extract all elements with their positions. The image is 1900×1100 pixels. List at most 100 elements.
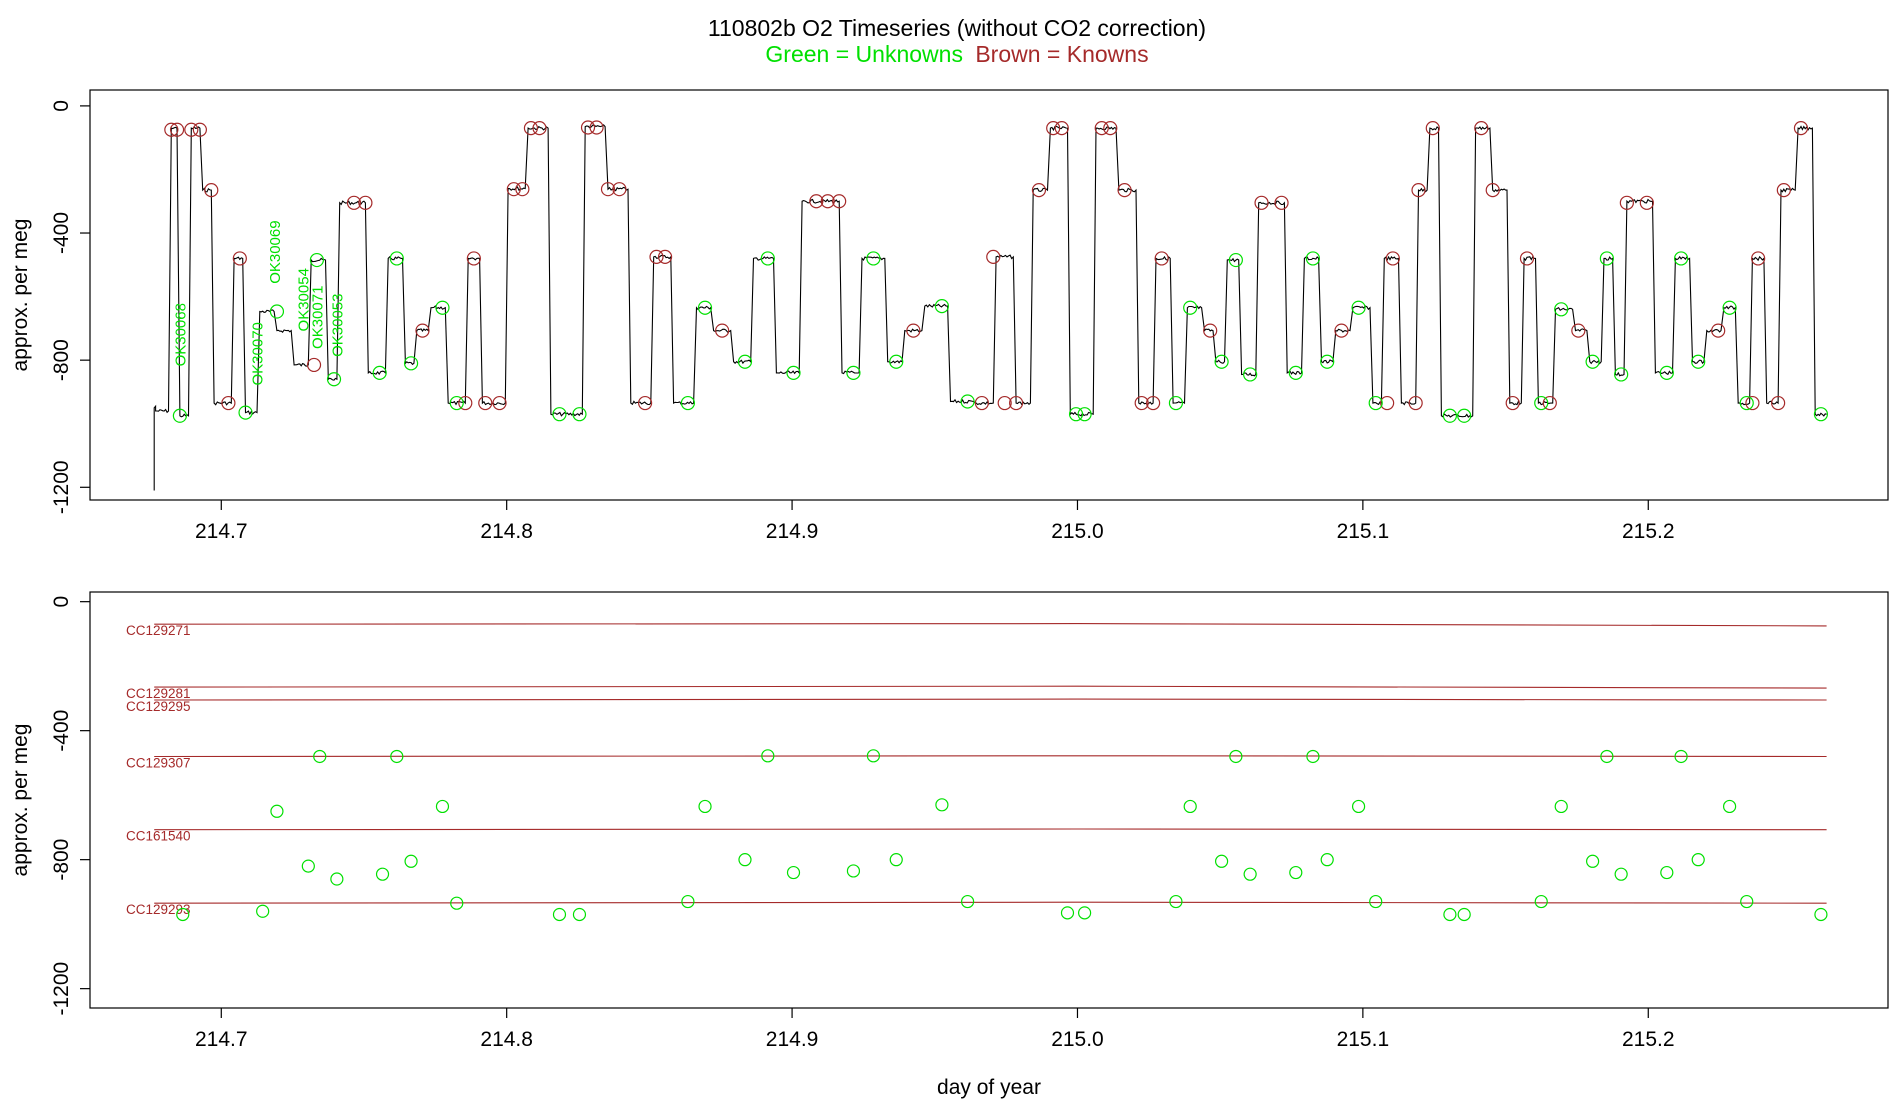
unknown-point	[1214, 354, 1229, 369]
unknown-point	[390, 749, 404, 764]
unknown-point	[1534, 395, 1549, 411]
x-tick-label: 215.1	[1337, 520, 1390, 543]
reference-line	[154, 698, 1827, 701]
known-point	[637, 395, 653, 411]
known-point	[1334, 323, 1349, 338]
known-point	[1639, 195, 1654, 210]
unknown-point	[1078, 906, 1092, 920]
unknown-point	[1722, 300, 1737, 315]
subtitle-knowns: Brown = Knowns	[975, 41, 1148, 67]
unknown-point	[301, 859, 315, 873]
unknown-point	[866, 749, 881, 763]
known-point	[1117, 183, 1132, 198]
unknown-point	[375, 867, 390, 881]
unknown-point	[1368, 395, 1383, 411]
known-point	[506, 182, 521, 197]
known-point	[192, 122, 207, 137]
unknown-point	[403, 356, 419, 371]
y-axis-label: approx. per meg	[9, 219, 32, 372]
x-tick-label: 214.8	[480, 1028, 533, 1051]
unknown-point	[846, 365, 861, 380]
known-point	[1274, 195, 1289, 210]
y-tick-label: 0	[50, 596, 73, 608]
unknown-point	[1599, 251, 1614, 266]
unknown-point	[572, 907, 587, 922]
known-point	[832, 194, 847, 209]
known-point	[1009, 395, 1024, 411]
known-point	[1474, 121, 1489, 136]
sample-annotation: OK30071	[310, 286, 327, 349]
unknown-point	[176, 907, 190, 922]
reference-line	[154, 901, 1827, 904]
known-point	[1046, 121, 1061, 136]
known-point	[906, 323, 921, 338]
unknown-point	[697, 300, 713, 315]
known-point	[532, 121, 547, 136]
known-point	[997, 395, 1012, 411]
known-point	[1793, 121, 1809, 136]
known-point	[358, 195, 373, 210]
unknown-point	[309, 252, 324, 268]
unknown-point	[1740, 894, 1754, 909]
unknown-point	[435, 799, 450, 814]
known-point	[466, 251, 481, 266]
sample-annotation: OK30053	[330, 293, 347, 356]
reference-line-label: CC129295	[126, 699, 191, 714]
known-point	[478, 395, 493, 411]
known-point	[523, 121, 539, 136]
unknown-point	[1443, 907, 1457, 922]
known-point	[1408, 395, 1423, 411]
known-point	[1519, 251, 1535, 266]
unknown-point	[1659, 365, 1674, 380]
known-point	[649, 249, 664, 264]
unknown-point	[698, 799, 712, 814]
unknown-point	[1168, 395, 1184, 411]
unknown-point	[1228, 252, 1243, 268]
unknown-point	[1305, 251, 1321, 266]
figure-subtitle: Green = Unknowns Brown = Knowns	[765, 41, 1148, 67]
known-point	[1425, 121, 1440, 136]
unknown-point	[1814, 907, 1828, 922]
unknown-point	[1369, 894, 1383, 909]
known-point	[306, 357, 322, 373]
unknown-point	[738, 853, 752, 867]
unknown-point	[326, 372, 342, 387]
reference-line-label: CC161540	[126, 829, 191, 844]
known-point	[820, 194, 835, 209]
unknown-point	[1813, 407, 1829, 422]
x-tick-label: 215.1	[1337, 1028, 1390, 1051]
known-point	[346, 195, 362, 210]
known-point	[1146, 395, 1161, 411]
unknown-point	[389, 251, 404, 266]
unknown-point	[1691, 354, 1706, 369]
unknown-point	[1289, 865, 1303, 880]
known-point	[986, 249, 1001, 264]
unknown-point	[1614, 367, 1629, 382]
known-point	[1776, 183, 1791, 198]
known-point	[1505, 395, 1520, 411]
y-tick-label: -1200	[50, 962, 73, 1016]
reference-line	[154, 755, 1827, 758]
known-point	[1203, 323, 1218, 338]
known-point	[1751, 251, 1766, 266]
known-point	[1134, 395, 1149, 411]
known-point	[1103, 121, 1118, 136]
unknown-point	[1077, 407, 1092, 422]
unknown-point	[435, 300, 450, 315]
known-point	[204, 183, 219, 198]
sample-annotation: OK30054	[295, 268, 312, 331]
unknown-point	[1674, 749, 1688, 764]
known-point	[1485, 183, 1500, 198]
unknown-point	[935, 798, 949, 812]
y-tick-label: -800	[50, 839, 73, 881]
unknown-point	[1060, 906, 1075, 920]
unknown-point	[450, 896, 464, 910]
plot-frame	[89, 591, 1889, 1009]
unknown-point	[760, 251, 775, 266]
y-tick-label: -800	[50, 339, 73, 381]
unknown-point	[1723, 799, 1737, 814]
x-tick-label: 214.9	[766, 1028, 819, 1051]
unknown-point	[1351, 799, 1366, 814]
unknown-point	[1169, 894, 1183, 909]
